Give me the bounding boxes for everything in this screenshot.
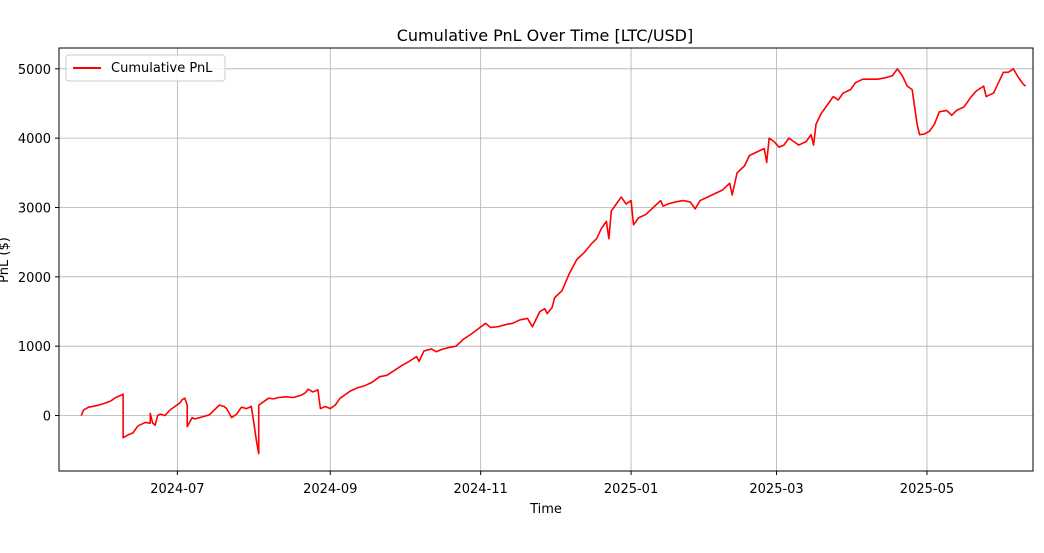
chart-title: Cumulative PnL Over Time [LTC/USD] <box>397 26 694 45</box>
x-tick-label: 2025-03 <box>749 482 803 497</box>
y-tick-label: 1000 <box>18 340 51 355</box>
y-tick-label: 3000 <box>18 201 51 216</box>
x-tick-label: 2025-01 <box>604 482 658 497</box>
x-tick-label: 2024-09 <box>303 482 357 497</box>
y-tick-label: 2000 <box>18 271 51 286</box>
series-layer <box>80 68 1027 455</box>
x-tick-label: 2024-11 <box>453 482 507 497</box>
legend-box <box>65 54 226 82</box>
x-axis-label: Time <box>529 502 562 517</box>
series-line-cumulative-pnl <box>80 68 1027 455</box>
x-tick-label: 2024-07 <box>150 482 204 497</box>
y-tick-label: 4000 <box>18 132 51 147</box>
x-tick-label: 2025-05 <box>900 482 954 497</box>
y-axis-label: PnL ($) <box>0 237 12 283</box>
legend-label: Cumulative PnL <box>111 61 213 76</box>
y-tick-label: 5000 <box>18 63 51 78</box>
grid <box>59 48 1033 471</box>
plot-frame <box>58 47 1034 472</box>
x-axis: 2024-07 2024-09 2024-11 2025-01 2025-03 2025-… <box>150 471 954 497</box>
y-tick-label: 0 <box>43 410 51 425</box>
y-axis: 0 1000 2000 3000 4000 5000 <box>18 63 59 425</box>
legend: Cumulative PnL <box>65 54 226 82</box>
